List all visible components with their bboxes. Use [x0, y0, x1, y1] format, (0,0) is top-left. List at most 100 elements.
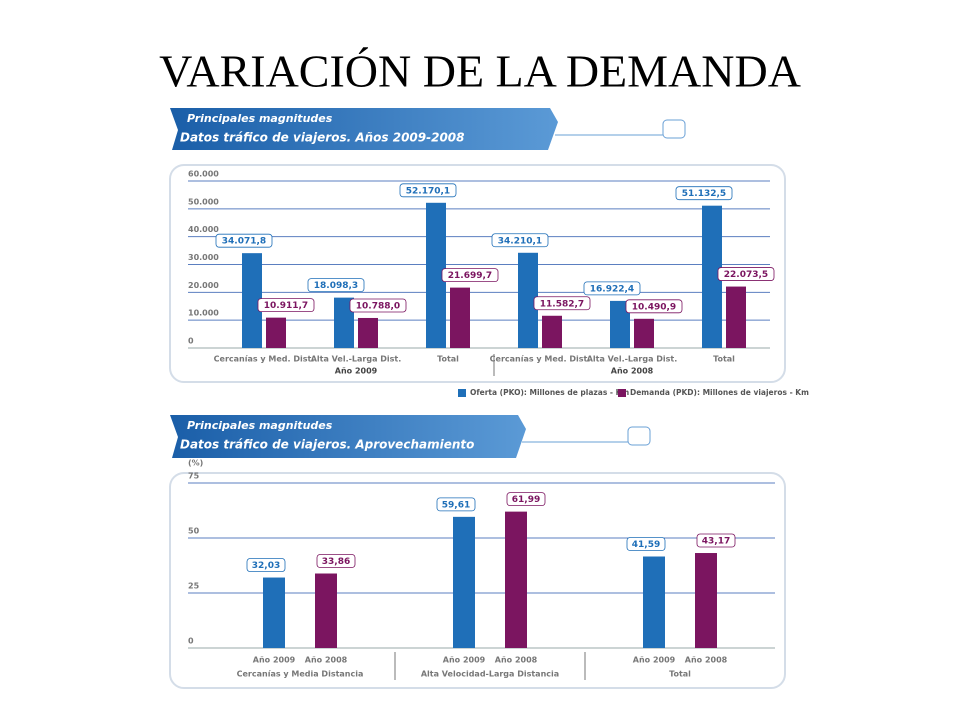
value-label: 43,17: [702, 537, 730, 547]
group-label: Total: [669, 670, 691, 679]
value-label-box: [675, 186, 733, 201]
bar: [505, 511, 527, 648]
value-label: 18.098,3: [314, 281, 358, 291]
x-tick-label: Año 2008: [495, 656, 538, 665]
y-tick-label: 30.000: [188, 253, 219, 262]
bar: [453, 516, 475, 648]
bar: [242, 253, 262, 348]
value-label-box: [215, 233, 273, 248]
value-label: 34.071,8: [222, 237, 266, 247]
bar: [263, 577, 285, 648]
bar: [643, 556, 665, 648]
ribbon: [170, 108, 558, 150]
bar: [726, 286, 746, 348]
slide-title: VARIACIÓN DE LA DEMANDA: [159, 46, 801, 97]
y-tick-label: 60.000: [188, 170, 219, 179]
value-label-box: [246, 558, 286, 572]
value-label-box: [307, 278, 365, 293]
x-tick-label: Alta Vel.-Larga Dist.: [587, 355, 678, 364]
legend-label: Oferta (PKO): Millones de plazas - Km: [470, 388, 629, 397]
group-label: Cercanías y Media Distancia: [237, 670, 364, 679]
icon: [627, 426, 651, 446]
x-tick-label: Alta Vel.-Larga Dist.: [311, 355, 402, 364]
value-label-box: [506, 492, 546, 507]
value-label-box: [533, 296, 591, 311]
y-tick-label: 75: [188, 472, 200, 481]
bar: [426, 202, 446, 348]
x-tick-label: Año 2008: [685, 656, 728, 665]
group-label: Año 2009: [335, 367, 378, 376]
bar: [358, 317, 378, 348]
value-label: 10.788,0: [356, 301, 400, 311]
value-label-box: [436, 497, 476, 512]
y-tick-label: 25: [188, 582, 200, 591]
value-label-box: [717, 267, 775, 281]
x-tick-label: Cercanías y Med. Dist.: [490, 355, 591, 364]
value-label-box: [441, 268, 499, 283]
bar: [695, 553, 717, 648]
chart-title: Datos tráfico de viajeros. Aprovechamien…: [180, 438, 474, 452]
group-label: Alta Velocidad-Larga Distancia: [421, 670, 559, 679]
x-tick-label: Total: [437, 355, 459, 364]
y-tick-label: 0: [188, 637, 194, 646]
value-label: 10.911,7: [264, 301, 308, 311]
x-tick-label: Año 2009: [443, 656, 486, 665]
bar: [542, 315, 562, 348]
bar: [266, 317, 286, 348]
bar: [634, 318, 654, 348]
icon: [662, 119, 686, 139]
x-tick-label: Año 2009: [633, 656, 676, 665]
value-label: 32,03: [252, 561, 280, 571]
value-label: 51.132,5: [682, 189, 726, 199]
kicker: Principales magnitudes: [187, 112, 333, 125]
header-1: Principales magnitudes Datos tráfico de …: [170, 108, 686, 150]
y-tick-label: 50.000: [188, 197, 219, 206]
y-tick-label: 0: [188, 337, 194, 346]
bar: [702, 205, 722, 348]
legend-swatch: [458, 389, 466, 397]
legend-swatch: [618, 389, 626, 397]
x-tick-label: Año 2009: [253, 656, 296, 665]
value-label: 34.210,1: [498, 236, 542, 246]
x-tick-label: Total: [713, 355, 735, 364]
y-tick-label: 10.000: [188, 309, 219, 318]
value-label: 10.490,9: [632, 302, 676, 312]
chart-title: Datos tráfico de viajeros. Años 2009-200…: [180, 131, 465, 145]
bar: [518, 252, 538, 348]
value-label-box: [696, 533, 736, 548]
value-label: 16.922,4: [590, 284, 634, 294]
bar: [334, 297, 354, 348]
value-label-box: [316, 554, 356, 568]
x-tick-label: Cercanías y Med. Dist.: [214, 355, 315, 364]
value-label-box: [625, 299, 683, 314]
value-label: 52.170,1: [406, 186, 450, 196]
group-label: Año 2008: [611, 367, 654, 376]
value-label-box: [626, 537, 666, 551]
value-label: 22.073,5: [724, 270, 768, 280]
bar: [315, 573, 337, 648]
value-label-box: [583, 281, 641, 296]
legend-label: Demanda (PKD): Millones de viajeros - Km: [630, 388, 809, 397]
y-axis-label: (%): [188, 459, 203, 468]
value-label-box: [349, 298, 407, 313]
value-label: 33,86: [322, 557, 350, 567]
y-tick-label: 50: [188, 527, 200, 536]
ribbon: [170, 415, 526, 458]
value-label-box: [491, 233, 549, 248]
header-2: Principales magnitudes Datos tráfico de …: [170, 415, 651, 458]
value-label: 21.699,7: [448, 271, 492, 281]
kicker: Principales magnitudes: [187, 419, 333, 432]
bar: [610, 300, 630, 348]
value-label: 61,99: [512, 495, 540, 505]
y-tick-label: 40.000: [188, 225, 219, 234]
value-label: 11.582,7: [540, 299, 584, 309]
x-tick-label: Año 2008: [305, 656, 348, 665]
bar: [450, 287, 470, 348]
y-tick-label: 20.000: [188, 281, 219, 290]
value-label: 41,59: [632, 540, 660, 550]
value-label-box: [257, 298, 315, 313]
value-label: 59,61: [442, 500, 470, 510]
value-label-box: [399, 183, 457, 198]
